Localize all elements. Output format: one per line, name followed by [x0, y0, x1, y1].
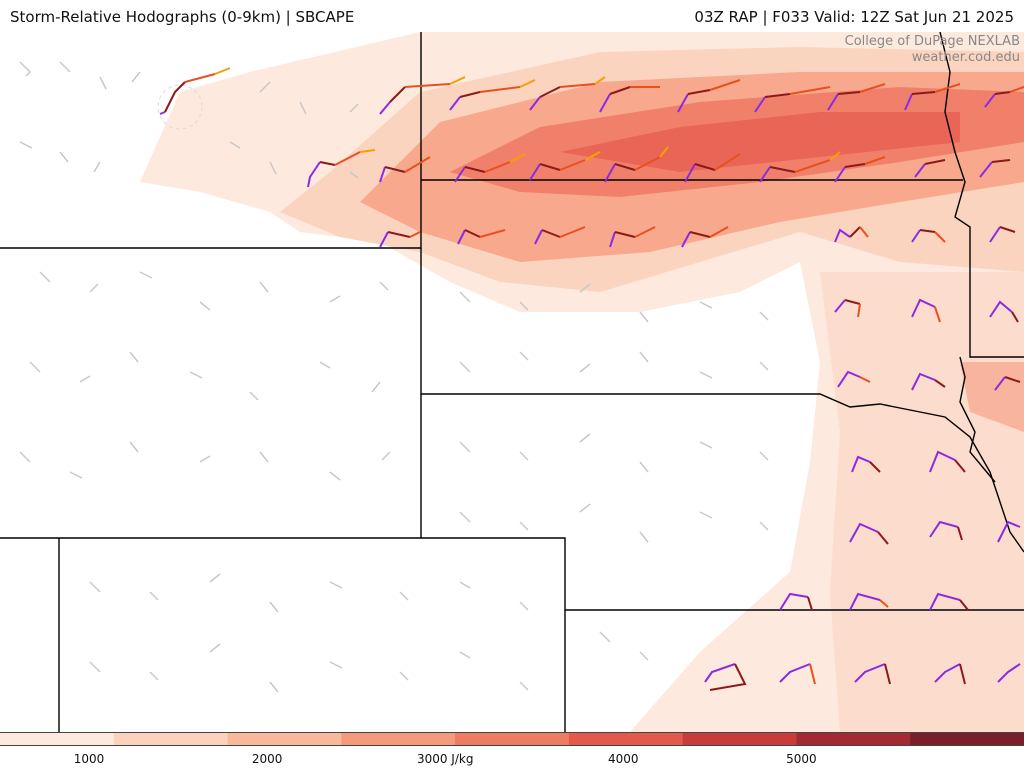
hodograph	[834, 226, 869, 243]
hodograph	[989, 226, 1016, 243]
hodograph	[677, 79, 741, 113]
hodograph	[834, 156, 886, 183]
colorbar-tick-label: 1000	[73, 752, 105, 766]
hodograph	[379, 76, 466, 115]
hodograph	[997, 663, 1021, 683]
credit-line-1: College of DuPage NEXLAB	[844, 34, 1020, 49]
hodograph	[911, 229, 946, 243]
hodograph	[609, 226, 656, 248]
hodograph	[779, 663, 816, 685]
hodograph	[529, 151, 601, 181]
hodograph	[934, 663, 966, 685]
colorbar-segment	[113, 733, 229, 745]
colorbar-tick-label: 2000	[251, 752, 283, 766]
hodograph	[851, 455, 881, 473]
colorbar-tick-label: 5000	[786, 752, 817, 766]
colorbar-tick-label: 3000 J/kg	[416, 752, 474, 766]
hodograph	[849, 592, 889, 611]
colorbar-segment	[568, 733, 684, 745]
hodograph	[834, 299, 861, 318]
hodograph	[849, 522, 889, 545]
hodograph	[684, 153, 741, 183]
hodograph	[929, 520, 963, 541]
hodograph	[979, 159, 1011, 178]
colorbar-segment	[796, 733, 912, 745]
colorbar-segment	[227, 733, 343, 745]
map-title: Storm-Relative Hodographs (0-9km) | SBCA…	[10, 8, 355, 26]
cape-shading	[140, 32, 1024, 732]
hodographs	[157, 67, 1024, 691]
colorbar-segment	[682, 733, 798, 745]
hodograph	[449, 79, 536, 111]
hodograph	[914, 159, 946, 178]
credit-text: College of DuPage NEXLAB weather.cod.edu	[845, 34, 1020, 66]
colorbar-segment	[455, 733, 570, 745]
state-borders	[0, 32, 1024, 732]
hodograph	[759, 151, 841, 183]
hodograph	[997, 520, 1021, 543]
colorbar-segment	[341, 733, 457, 745]
hodograph	[307, 149, 376, 188]
hodograph	[754, 86, 831, 113]
hodograph	[911, 298, 941, 323]
colorbar-segment	[0, 733, 115, 745]
hodograph	[904, 83, 961, 111]
hodograph	[994, 376, 1021, 391]
colorbar-segment	[910, 733, 1024, 745]
hodograph	[911, 372, 946, 391]
hodograph	[989, 300, 1019, 323]
cape-colorbar	[0, 732, 1024, 746]
hodograph	[534, 226, 586, 245]
colorbar-tick-label: 4000	[608, 752, 639, 766]
hodograph	[854, 663, 891, 685]
map-canvas[interactable]	[0, 32, 1024, 732]
credit-line-2: weather.cod.edu	[911, 50, 1020, 65]
hodograph	[837, 370, 871, 388]
hodograph	[457, 229, 506, 245]
hodograph	[599, 86, 660, 113]
hodograph	[827, 83, 886, 111]
hodograph	[681, 226, 729, 248]
hodograph	[379, 156, 431, 183]
hodograph	[379, 231, 421, 248]
hodograph	[157, 67, 231, 130]
hodograph	[779, 592, 813, 611]
hodograph	[929, 450, 966, 473]
hodograph	[454, 153, 526, 183]
hodograph	[984, 86, 1024, 108]
wind-barbs	[19, 61, 769, 693]
hodograph	[929, 592, 969, 611]
hodograph	[704, 663, 747, 691]
hodograph	[604, 146, 669, 183]
model-run-label: 03Z RAP | F033 Valid: 12Z Sat Jun 21 202…	[694, 8, 1014, 26]
hodograph	[529, 76, 606, 111]
